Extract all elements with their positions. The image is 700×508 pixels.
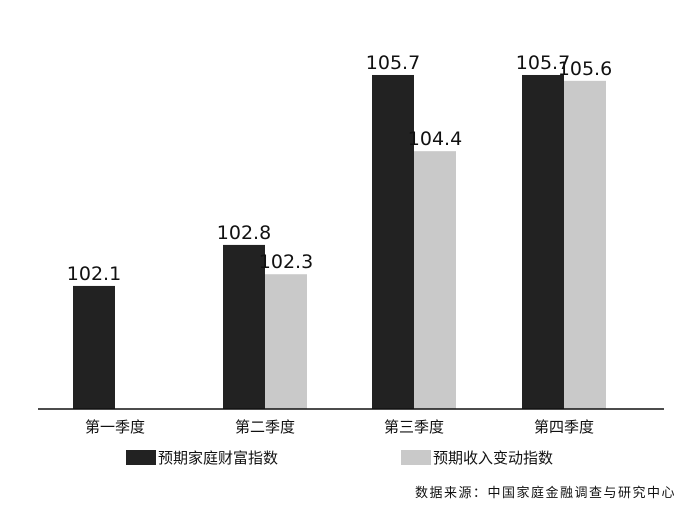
x-tick-label-4: 第四季度 bbox=[534, 418, 594, 436]
value-label-s1-2: 102.8 bbox=[217, 222, 271, 244]
legend-label-1: 预期家庭财富指数 bbox=[158, 449, 278, 467]
value-label-s1-3: 105.7 bbox=[366, 52, 420, 74]
value-label-s2-3: 104.4 bbox=[408, 128, 462, 150]
x-tick-label-1: 第一季度 bbox=[85, 418, 145, 436]
legend-swatch-1 bbox=[126, 450, 156, 465]
bar-s2-3 bbox=[414, 151, 456, 409]
x-tick-labels: 第一季度 第二季度 第三季度 第四季度 bbox=[85, 418, 594, 436]
bar-s1-2 bbox=[223, 244, 265, 409]
value-label-s2-4: 105.6 bbox=[558, 58, 612, 80]
value-label-s1-4: 105.7 bbox=[516, 52, 570, 74]
bar-s1-4 bbox=[522, 74, 564, 409]
legend-label-2: 预期收入变动指数 bbox=[433, 449, 553, 467]
legend-swatch-2 bbox=[401, 450, 431, 465]
bars bbox=[73, 74, 606, 409]
source-note: 数据来源：中国家庭金融调查与研究中心 bbox=[414, 486, 676, 501]
x-tick-label-3: 第三季度 bbox=[384, 418, 444, 436]
bar-s2-2 bbox=[265, 274, 307, 409]
bar-s1-3 bbox=[372, 74, 414, 409]
value-label-s2-2: 102.3 bbox=[259, 251, 313, 273]
x-tick-label-2: 第二季度 bbox=[235, 418, 295, 436]
value-label-s1-1: 102.1 bbox=[67, 263, 121, 285]
bar-s2-4 bbox=[564, 80, 606, 409]
bar-s1-1 bbox=[73, 285, 115, 409]
legend: 预期家庭财富指数 预期收入变动指数 bbox=[126, 449, 553, 467]
